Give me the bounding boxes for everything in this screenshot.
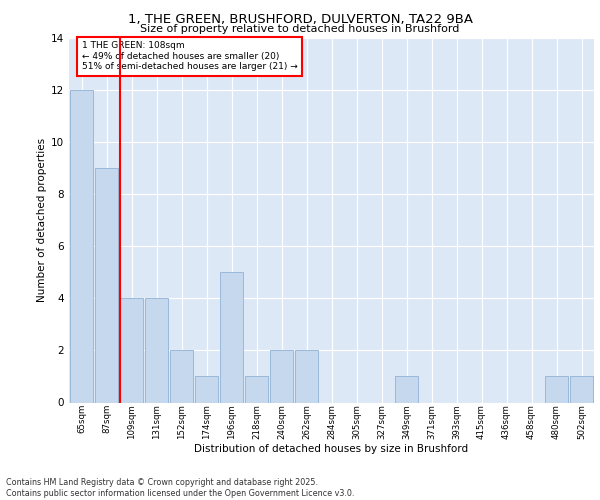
Bar — [245, 376, 268, 402]
Bar — [270, 350, 293, 403]
Bar — [545, 376, 568, 402]
Bar — [70, 90, 93, 403]
Bar — [145, 298, 168, 403]
Bar — [395, 376, 418, 402]
Bar — [220, 272, 243, 402]
Text: Size of property relative to detached houses in Brushford: Size of property relative to detached ho… — [140, 24, 460, 34]
Text: 1 THE GREEN: 108sqm
← 49% of detached houses are smaller (20)
51% of semi-detach: 1 THE GREEN: 108sqm ← 49% of detached ho… — [82, 42, 297, 71]
X-axis label: Distribution of detached houses by size in Brushford: Distribution of detached houses by size … — [194, 444, 469, 454]
Text: 1, THE GREEN, BRUSHFORD, DULVERTON, TA22 9BA: 1, THE GREEN, BRUSHFORD, DULVERTON, TA22… — [128, 12, 473, 26]
Text: Contains HM Land Registry data © Crown copyright and database right 2025.
Contai: Contains HM Land Registry data © Crown c… — [6, 478, 355, 498]
Bar — [195, 376, 218, 402]
Bar — [95, 168, 118, 402]
Bar — [120, 298, 143, 403]
Bar — [570, 376, 593, 402]
Bar — [170, 350, 193, 403]
Y-axis label: Number of detached properties: Number of detached properties — [37, 138, 47, 302]
Bar — [295, 350, 318, 403]
